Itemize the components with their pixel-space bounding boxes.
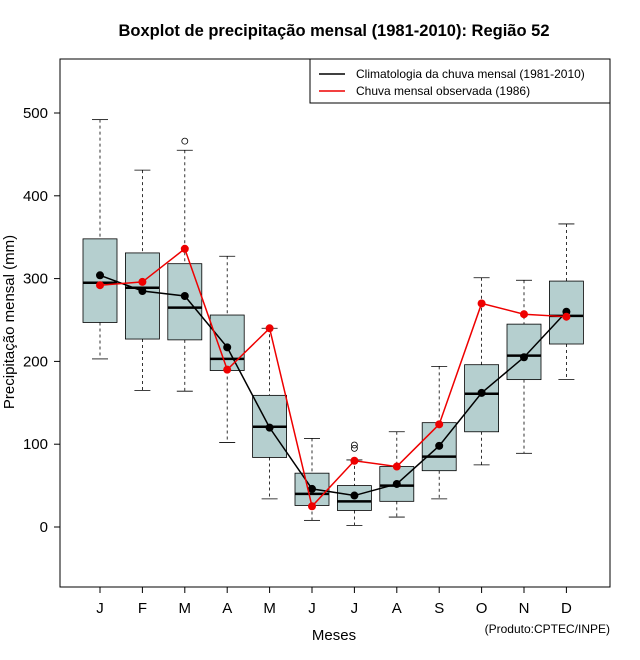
y-tick-label: 0 (40, 519, 48, 536)
series-point-observed (350, 456, 359, 465)
series-point-observed (435, 420, 444, 429)
box-5 (252, 327, 288, 500)
y-tick-label: 300 (23, 271, 48, 288)
series-point-observed (223, 365, 232, 374)
box-7 (336, 441, 372, 526)
x-tick-label: J (351, 600, 359, 617)
series-line-climatology (99, 274, 567, 497)
chart-title: Boxplot de precipitação mensal (1981-201… (119, 22, 550, 40)
x-tick-label: N (519, 600, 530, 617)
x-tick-label: M (179, 600, 192, 617)
x-tick-label: M (263, 600, 276, 617)
series-point-observed (96, 281, 104, 290)
x-axis-label: Meses (312, 627, 356, 644)
x-tick-label: S (434, 600, 444, 617)
box-2 (125, 169, 160, 391)
x-tick-label: A (392, 600, 402, 617)
legend: Climatologia da chuva mensal (1981-2010)… (309, 58, 611, 104)
x-tick-label: O (476, 600, 488, 617)
box-10 (464, 277, 500, 466)
series-point-climatology (520, 353, 528, 362)
series-point-observed (265, 324, 274, 333)
box-iqr (209, 314, 245, 371)
outlier-point (181, 137, 189, 145)
y-tick-label: 100 (23, 436, 48, 453)
series-point-observed (180, 244, 189, 253)
y-axis: 0 100 200 300 400 500 (23, 105, 60, 536)
outlier-point (350, 444, 358, 452)
series-point-climatology (435, 441, 444, 450)
box-iqr (464, 364, 500, 433)
x-tick-label: J (308, 600, 316, 617)
box-11 (506, 279, 542, 454)
series-point-observed (138, 277, 147, 286)
box-9 (421, 365, 457, 500)
y-tick-label: 500 (23, 105, 48, 122)
y-axis-label: Precipitação mensal (mm) (1, 235, 18, 409)
series-point-climatology (96, 271, 104, 280)
series-point-climatology (350, 491, 359, 500)
y-tick-label: 400 (23, 188, 48, 205)
box-1 (82, 119, 118, 360)
x-tick-label: F (138, 600, 147, 617)
series-point-climatology (392, 479, 401, 488)
series-point-observed (392, 462, 401, 471)
box-iqr (167, 263, 203, 341)
series-point-climatology (308, 484, 316, 493)
box-8 (379, 431, 415, 518)
legend-label-observed: Chuva mensal observada (1986) (356, 84, 530, 98)
box-iqr (125, 252, 160, 340)
box-iqr (82, 238, 118, 323)
box-iqr (506, 323, 542, 381)
credit-text: (Produto:CPTEC/INPE) (485, 622, 610, 636)
x-tick-label: D (561, 600, 572, 617)
series-point-observed (477, 299, 486, 308)
outlier-point (350, 441, 358, 449)
series-point-climatology (265, 423, 274, 432)
legend-label-climatology: Climatologia da chuva mensal (1981-2010) (356, 67, 585, 81)
series-point-observed (562, 312, 571, 321)
box-3 (167, 137, 203, 392)
series-point-climatology (477, 388, 486, 397)
series-point-climatology (223, 343, 232, 352)
series-point-climatology (138, 287, 147, 296)
x-tick-label: J (96, 600, 104, 617)
boxes (82, 119, 584, 526)
series-point-climatology (180, 291, 189, 300)
y-tick-label: 200 (23, 353, 48, 370)
series-lines (96, 244, 571, 511)
box-12 (549, 223, 584, 381)
legend-box (309, 58, 611, 104)
box-iqr (336, 485, 372, 511)
series-point-observed (308, 502, 316, 511)
series-point-observed (520, 310, 528, 319)
series-line-observed (99, 247, 567, 508)
x-tick-label: A (222, 600, 232, 617)
